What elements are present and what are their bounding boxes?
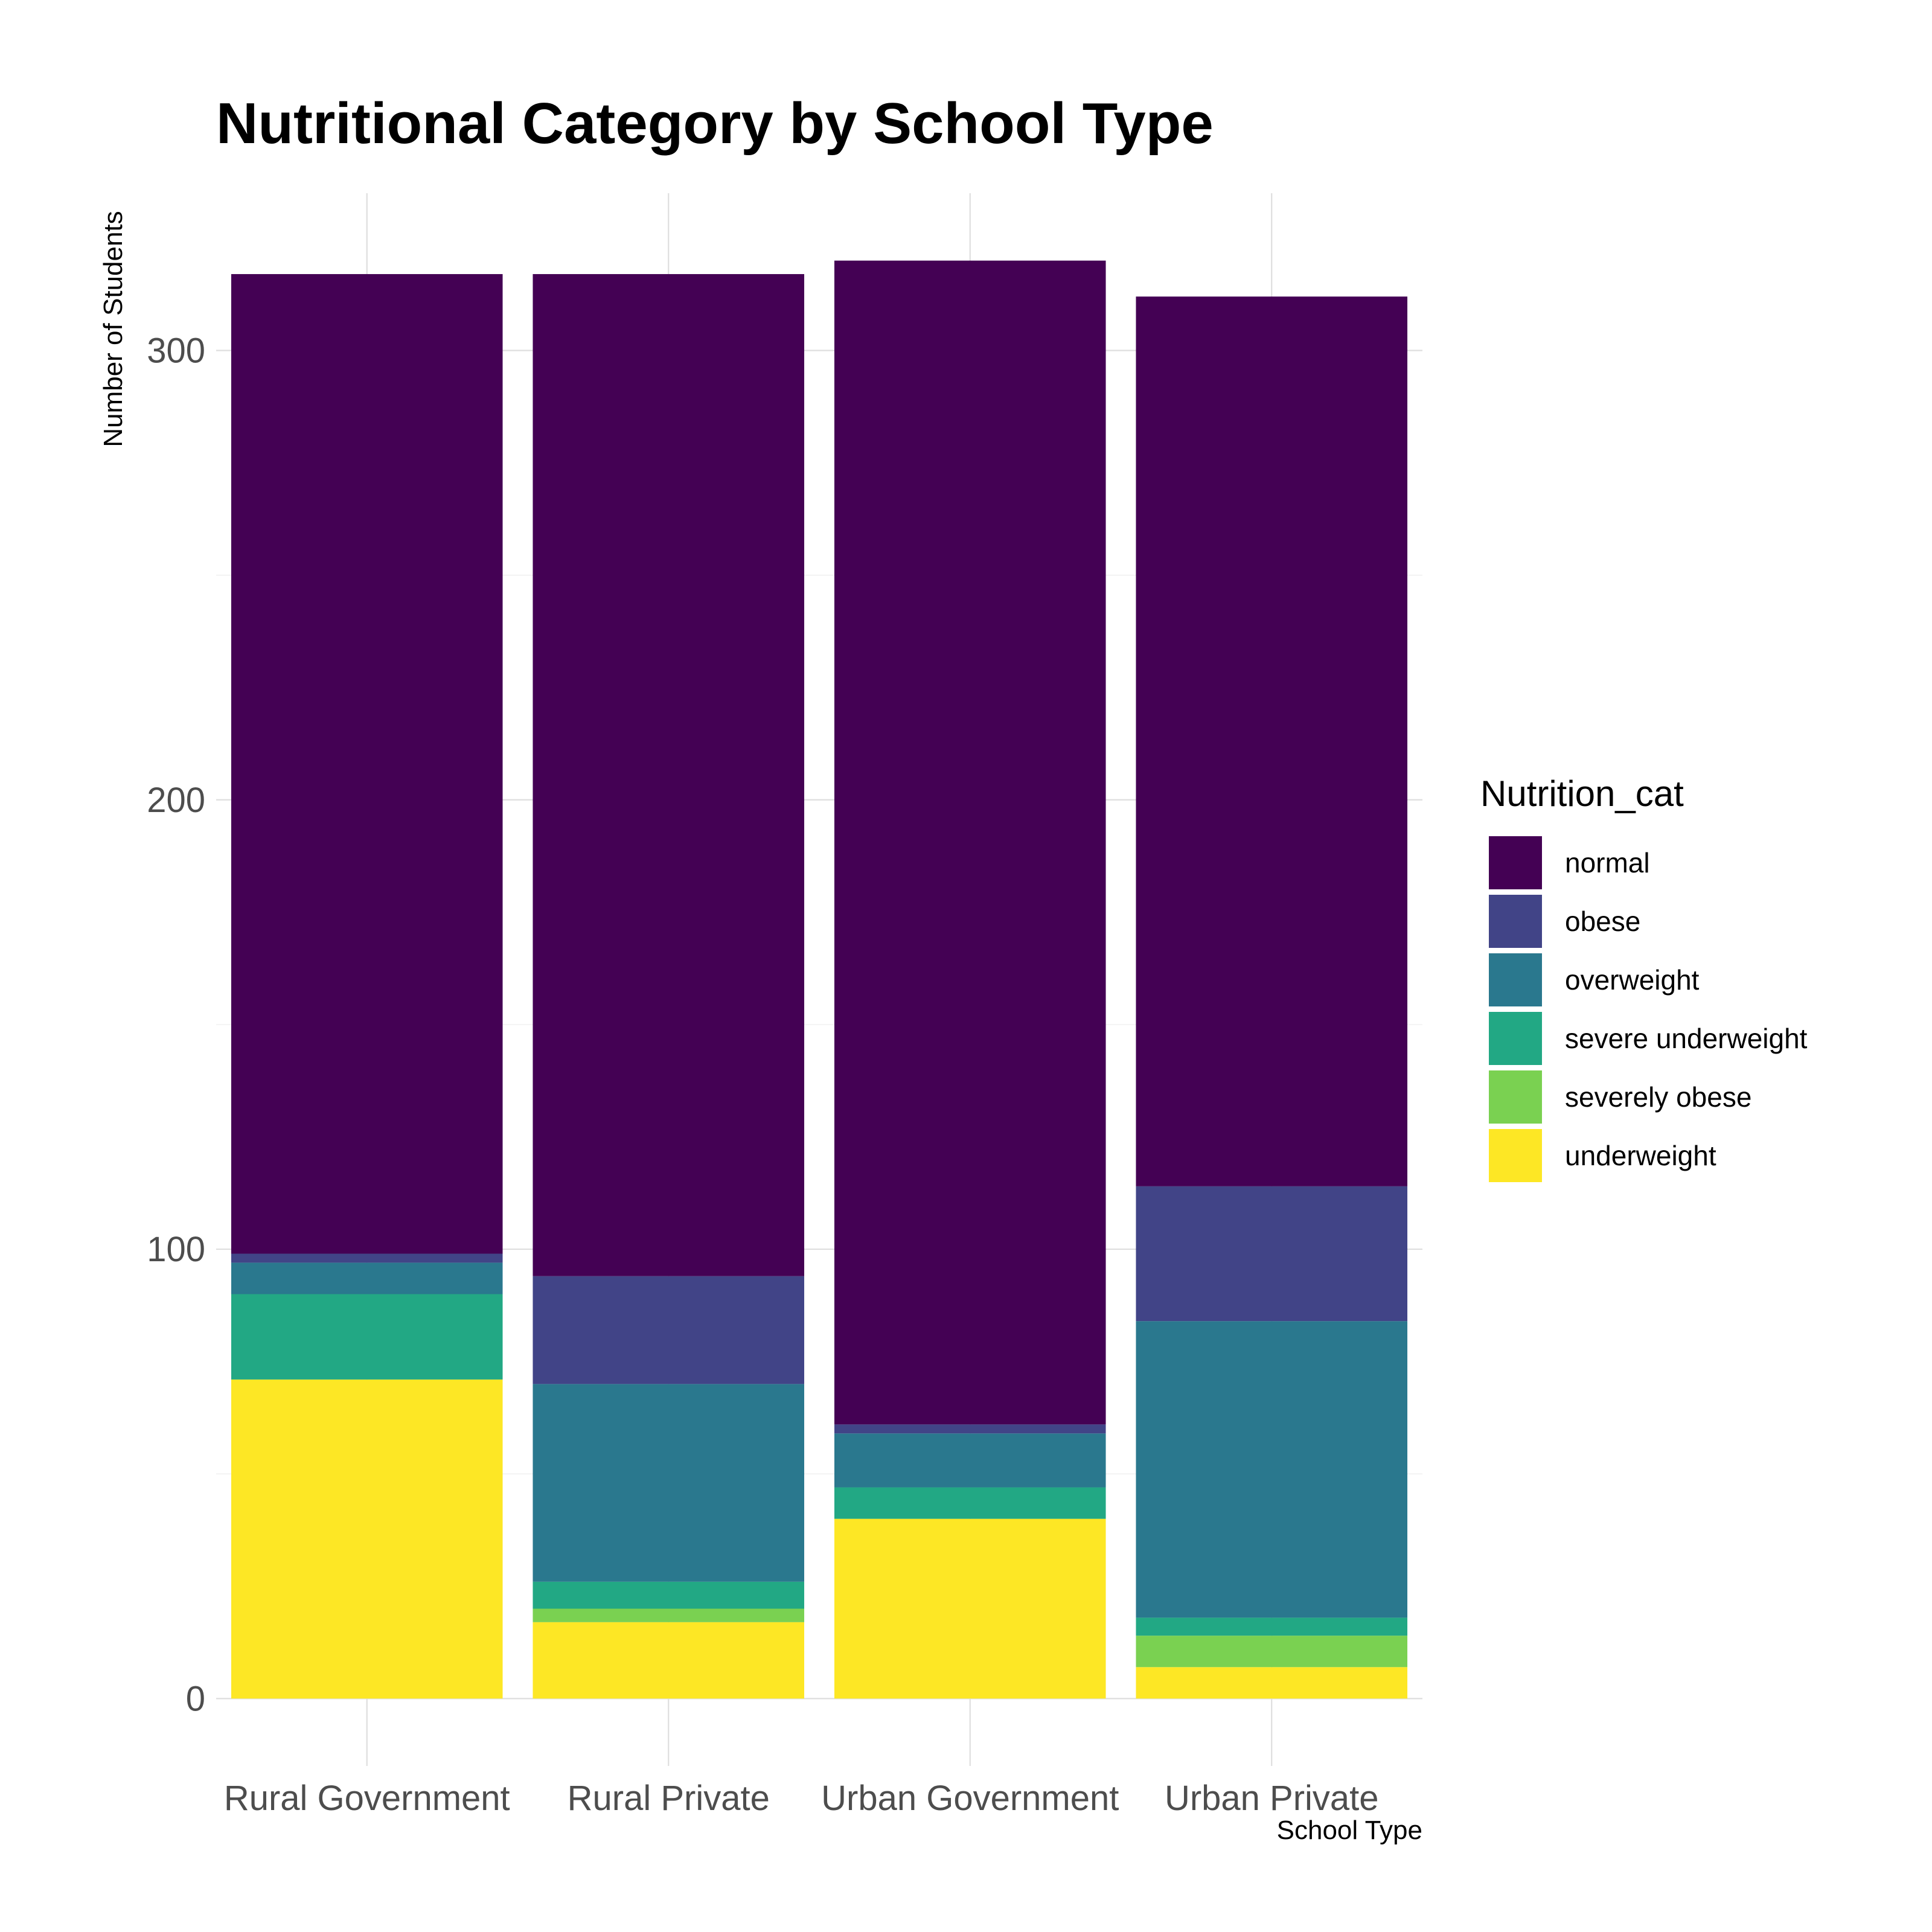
x-tick-label: Urban Private bbox=[1165, 1779, 1379, 1818]
legend-key bbox=[1489, 1012, 1542, 1065]
bar-segment bbox=[1136, 296, 1408, 1186]
y-tick-label: 200 bbox=[147, 781, 205, 820]
y-tick-label: 300 bbox=[147, 331, 205, 371]
y-tick-labels: 0 100 200 300 bbox=[147, 331, 205, 1719]
bar-segment bbox=[1136, 1186, 1408, 1322]
legend-key bbox=[1489, 953, 1542, 1006]
bar-segment bbox=[231, 1294, 503, 1380]
bar-segment bbox=[533, 1581, 805, 1609]
legend-key bbox=[1489, 895, 1542, 948]
bar-segment bbox=[834, 1433, 1106, 1488]
y-tick-label: 100 bbox=[147, 1230, 205, 1269]
bar-segment bbox=[231, 1253, 503, 1263]
bar-segment bbox=[1136, 1617, 1408, 1636]
bars bbox=[231, 260, 1408, 1699]
bar-segment bbox=[834, 1424, 1106, 1434]
x-tick-label: Urban Government bbox=[821, 1779, 1119, 1818]
bar-segment bbox=[834, 1518, 1106, 1699]
bar-segment bbox=[533, 273, 805, 1276]
legend-key bbox=[1489, 1129, 1542, 1182]
legend-label: severely obese bbox=[1565, 1081, 1751, 1113]
legend-key bbox=[1489, 1070, 1542, 1124]
x-axis-label: School Type bbox=[1277, 1815, 1422, 1845]
x-tick-labels: Rural Government Rural Private Urban Gover… bbox=[224, 1779, 1379, 1818]
bar-segment bbox=[1136, 1321, 1408, 1618]
legend-label: overweight bbox=[1565, 964, 1700, 996]
bar-segment bbox=[533, 1608, 805, 1622]
legend-label: obese bbox=[1565, 906, 1640, 937]
chart-title: Nutritional Category by School Type bbox=[216, 91, 1214, 156]
x-tick-label: Rural Private bbox=[568, 1779, 770, 1818]
bar-segment bbox=[533, 1622, 805, 1699]
y-axis-label: Number of Students bbox=[98, 211, 128, 447]
bar-segment bbox=[533, 1384, 805, 1582]
bar-segment bbox=[1136, 1667, 1408, 1699]
bar-segment bbox=[231, 1379, 503, 1699]
bar-segment bbox=[231, 1262, 503, 1294]
bar-segment bbox=[1136, 1636, 1408, 1668]
bar-segment bbox=[533, 1276, 805, 1384]
legend-label: normal bbox=[1565, 847, 1650, 878]
bar-segment bbox=[834, 1487, 1106, 1519]
legend-label: underweight bbox=[1565, 1140, 1716, 1171]
legend-title: Nutrition_cat bbox=[1480, 773, 1684, 814]
bar-segment bbox=[231, 273, 503, 1254]
legend: Nutrition_cat normal obese overweight sever… bbox=[1480, 773, 1808, 1182]
legend-label: severe underweight bbox=[1565, 1023, 1808, 1054]
y-tick-label: 0 bbox=[186, 1679, 205, 1718]
legend-items: normal obese overweight severe underweight s… bbox=[1489, 836, 1808, 1182]
bar-segment bbox=[834, 260, 1106, 1425]
legend-key bbox=[1489, 836, 1542, 889]
x-tick-label: Rural Government bbox=[224, 1779, 510, 1818]
